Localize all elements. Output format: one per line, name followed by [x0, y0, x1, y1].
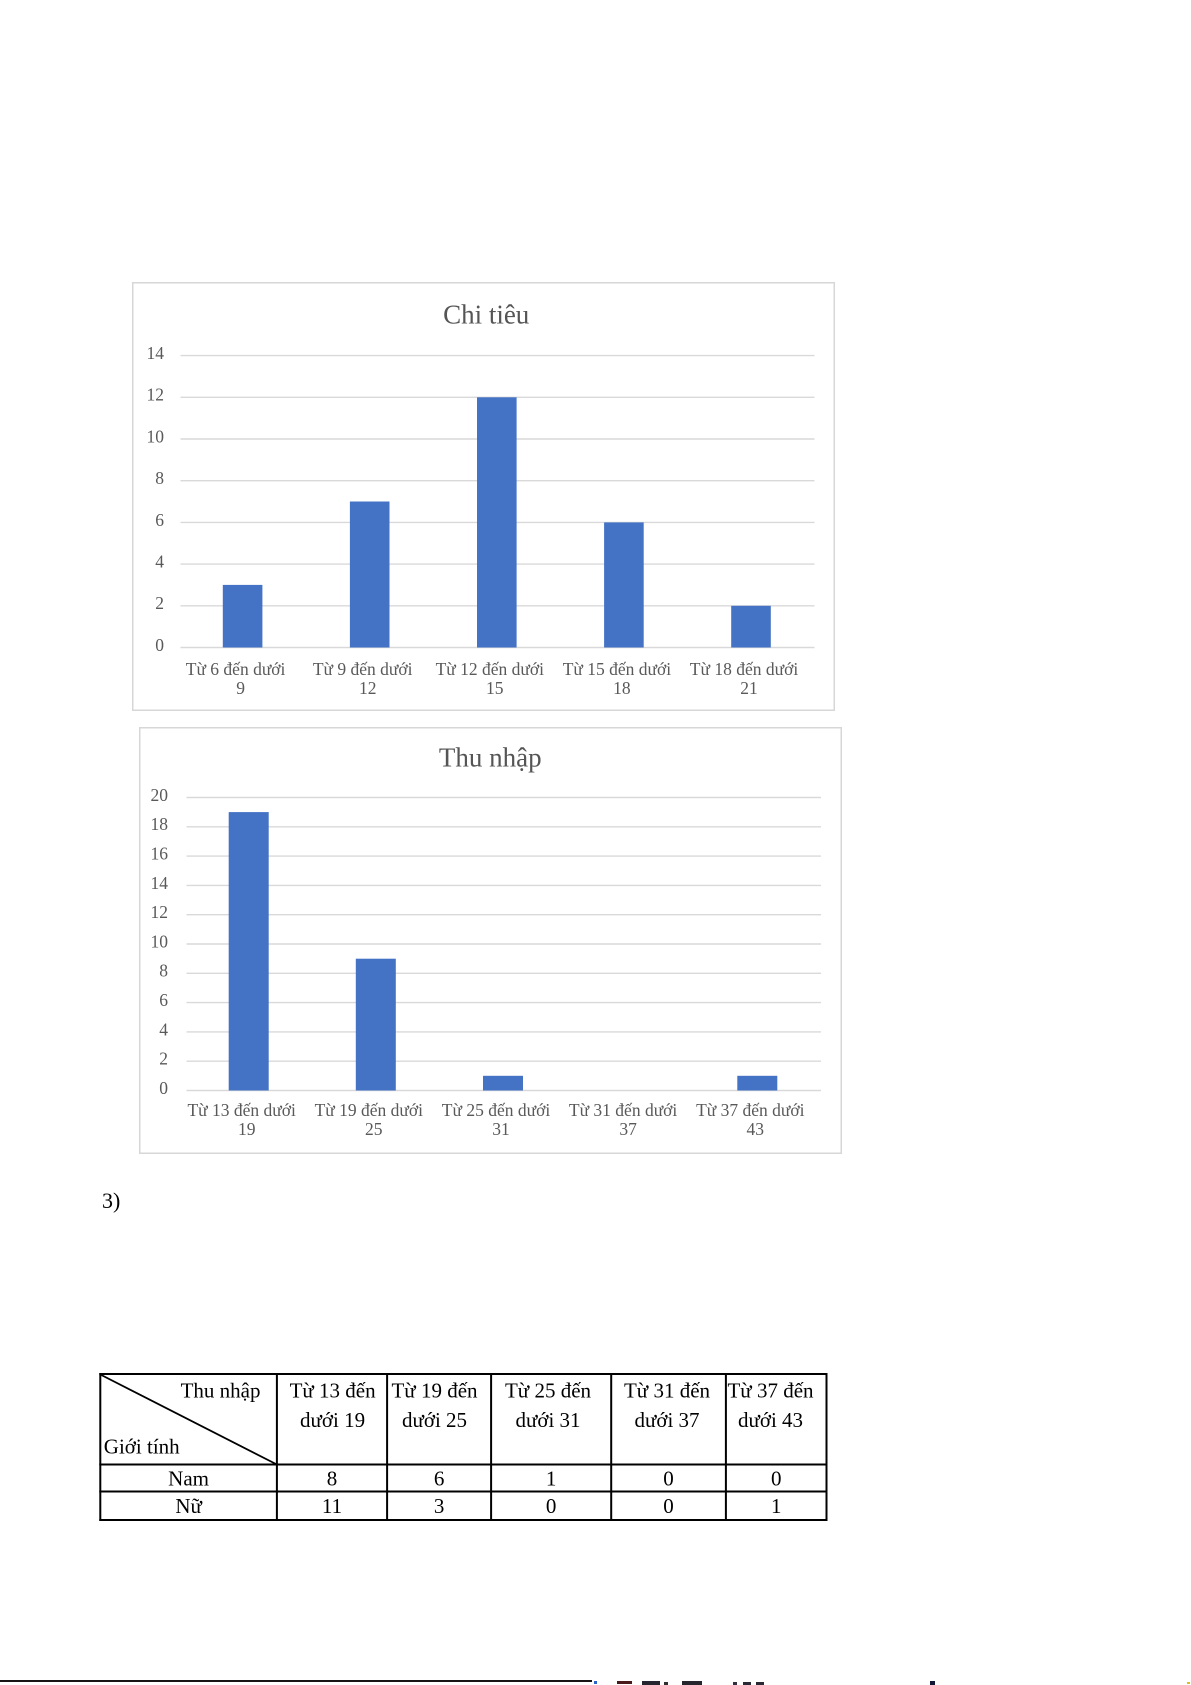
svg-text:dưới 37: dưới 37 [634, 1408, 699, 1432]
svg-text:Thu nhập: Thu nhập [181, 1379, 261, 1403]
svg-text:16: 16 [150, 844, 168, 864]
svg-text:4: 4 [159, 1019, 168, 1039]
svg-text:18: 18 [613, 677, 631, 697]
svg-text:Từ 9 đến dưới: Từ 9 đến dưới [312, 658, 412, 678]
svg-text:31: 31 [492, 1119, 510, 1139]
svg-text:37: 37 [619, 1119, 637, 1139]
svg-text:0: 0 [663, 1494, 674, 1518]
svg-text:Từ 37 đến dưới: Từ 37 đến dưới [696, 1100, 805, 1120]
svg-text:Từ 31 đến: Từ 31 đến [624, 1379, 711, 1403]
svg-text:dưới 25: dưới 25 [402, 1408, 467, 1432]
svg-text:8: 8 [155, 468, 164, 488]
svg-text:21: 21 [740, 677, 758, 697]
svg-text:15: 15 [486, 677, 504, 697]
svg-text:1: 1 [771, 1494, 782, 1518]
svg-text:Từ 19 đến: Từ 19 đến [391, 1379, 478, 1403]
svg-text:10: 10 [146, 426, 164, 446]
svg-text:1: 1 [546, 1467, 557, 1491]
svg-text:8: 8 [327, 1467, 338, 1491]
svg-text:Từ 25 đến: Từ 25 đến [505, 1379, 592, 1403]
svg-text:Từ 13 đến: Từ 13 đến [290, 1379, 377, 1403]
svg-text:Từ 15 đến dưới: Từ 15 đến dưới [562, 658, 671, 678]
svg-text:Từ 13 đến dưới: Từ 13 đến dưới [187, 1100, 296, 1120]
svg-text:19: 19 [237, 1119, 255, 1139]
svg-text:14: 14 [150, 873, 168, 893]
svg-text:14: 14 [146, 343, 164, 363]
svg-text:12: 12 [150, 902, 168, 922]
svg-text:0: 0 [155, 634, 164, 654]
svg-text:Từ 19 đến dưới: Từ 19 đến dưới [314, 1100, 423, 1120]
svg-text:Giới tính: Giới tính [104, 1435, 180, 1459]
svg-text:12: 12 [146, 384, 164, 404]
svg-text:Nam: Nam [168, 1467, 209, 1491]
svg-text:20: 20 [150, 785, 168, 805]
svg-text:6: 6 [434, 1467, 445, 1491]
svg-text:43: 43 [746, 1119, 764, 1139]
svg-text:Từ 6 đến dưới: Từ 6 đến dưới [185, 658, 285, 678]
svg-text:Thu nhập: Thu nhập [438, 743, 541, 773]
svg-text:dưới 31: dưới 31 [515, 1408, 580, 1432]
svg-text:2: 2 [159, 1049, 168, 1069]
svg-text:25: 25 [365, 1119, 383, 1139]
svg-text:6: 6 [159, 990, 168, 1010]
svg-text:12: 12 [358, 677, 376, 697]
svg-text:dưới 19: dưới 19 [300, 1408, 365, 1432]
svg-text:18: 18 [150, 814, 168, 834]
svg-text:Từ 18 đến dưới: Từ 18 đến dưới [689, 658, 798, 678]
svg-text:0: 0 [663, 1467, 674, 1491]
svg-text:Từ 25 đến dưới: Từ 25 đến dưới [441, 1100, 550, 1120]
svg-text:3: 3 [434, 1494, 445, 1518]
svg-text:Từ 37 đến: Từ 37 đến [727, 1379, 814, 1403]
svg-text:0: 0 [546, 1494, 557, 1518]
svg-text:2: 2 [155, 593, 164, 613]
svg-text:6: 6 [155, 509, 164, 529]
svg-text:0: 0 [771, 1467, 782, 1491]
svg-text:Chi tiêu: Chi tiêu [443, 299, 530, 329]
svg-text:4: 4 [155, 551, 164, 571]
svg-text:Nữ: Nữ [175, 1494, 202, 1518]
svg-text:Từ 31 đến dưới: Từ 31 đến dưới [568, 1100, 677, 1120]
svg-text:dưới 43: dưới 43 [738, 1408, 803, 1432]
svg-text:8: 8 [159, 961, 168, 981]
svg-text:10: 10 [150, 931, 168, 951]
svg-text:9: 9 [236, 677, 245, 697]
svg-text:0: 0 [159, 1078, 168, 1098]
svg-text:Từ 12 đến dưới: Từ 12 đến dưới [435, 658, 544, 678]
svg-text:11: 11 [322, 1494, 342, 1518]
